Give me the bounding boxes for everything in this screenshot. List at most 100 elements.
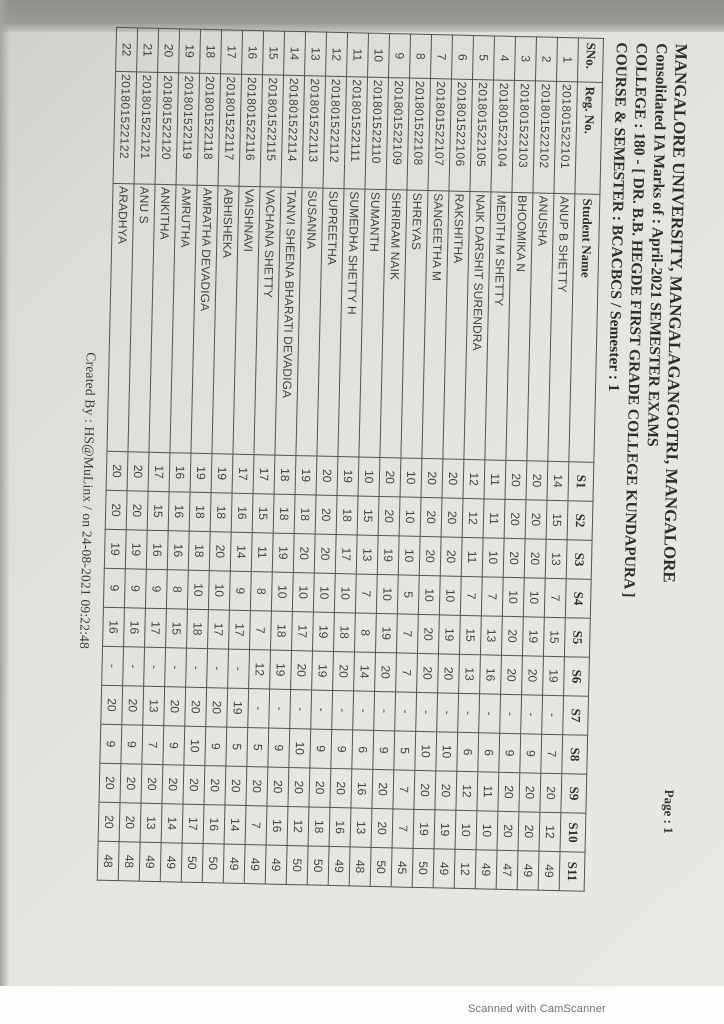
marks-cell-s11: 49 <box>517 850 540 891</box>
marks-cell-s7: 20 <box>185 687 207 727</box>
marks-cell-s2: 15 <box>357 496 380 536</box>
marks-cell-s10: 16 <box>203 804 226 845</box>
serial-number-cell: 19 <box>178 28 201 74</box>
marks-cell-s10: 10 <box>455 810 478 850</box>
marks-cell-s9: 20 <box>372 769 395 809</box>
marks-cell-s7: - <box>373 691 396 731</box>
marks-cell-s6: - <box>206 648 229 689</box>
marks-cell-s1: 17 <box>232 454 255 494</box>
marks-cell-s7: - <box>289 689 312 729</box>
marks-cell-s2: 12 <box>462 498 485 538</box>
marks-cell-s7: - <box>541 695 564 735</box>
register-number-cell: 201801522117 <box>218 73 242 187</box>
marks-cell-s8: 7 <box>541 734 563 774</box>
register-number-cell: 201801522102 <box>533 80 557 194</box>
marks-cell-s4: 9 <box>229 571 252 611</box>
marks-cell-s5: 16 <box>123 607 146 648</box>
marks-cell-s5: 18 <box>333 612 356 652</box>
marks-cell-s9: 20 <box>204 765 227 806</box>
marks-cell-s6: 13 <box>458 654 481 694</box>
register-number-cell: 201801522110 <box>365 77 389 190</box>
marks-cell-s10: 14 <box>161 803 184 844</box>
marks-cell-s6: 20 <box>437 653 460 694</box>
marks-cell-s3: 18 <box>188 531 211 571</box>
marks-cell-s7: 19 <box>227 688 249 728</box>
marks-cell-s8: 9 <box>205 726 228 767</box>
marks-cell-s1: 20 <box>379 457 402 497</box>
register-number-cell: 201801522108 <box>407 78 431 191</box>
marks-cell-s5: 17 <box>144 608 167 648</box>
marks-cell-s8: 9 <box>121 724 144 765</box>
marks-cell-s6: 20 <box>521 655 544 696</box>
marks-cell-s5: 17 <box>228 610 251 650</box>
marks-cell-s3: 20 <box>314 534 337 574</box>
serial-number-cell: 5 <box>472 35 495 80</box>
marks-cell-s7: - <box>499 694 522 734</box>
marks-cell-s2: 16 <box>231 493 254 533</box>
marks-cell-s1: 18 <box>274 455 297 495</box>
marks-cell-s11: 12 <box>454 849 477 889</box>
marks-cell-s7: 13 <box>143 686 165 726</box>
marks-cell-s3: 17 <box>335 534 358 574</box>
marks-cell-s8: 10 <box>436 731 458 772</box>
marks-cell-s2: 20 <box>126 490 149 531</box>
marks-cell-s7: - <box>415 692 438 732</box>
marks-cell-s9: 20 <box>141 764 164 804</box>
marks-cell-s9: 20 <box>183 765 206 805</box>
marks-cell-s2: 15 <box>147 491 170 531</box>
marks-cell-s2: 20 <box>504 499 527 539</box>
marks-cell-s8: 9 <box>100 724 123 764</box>
column-header-s5: S5 <box>564 617 591 658</box>
marks-cell-s10: 13 <box>350 807 373 848</box>
marks-cell-s11: 48 <box>118 841 141 882</box>
marks-cell-s10: 20 <box>371 808 394 848</box>
marks-cell-s4: 10 <box>502 577 525 617</box>
marks-cell-s11: 49 <box>223 844 246 884</box>
marks-cell-s10: 17 <box>182 804 205 844</box>
marks-cell-s3: 20 <box>419 536 442 576</box>
marks-cell-s11: 49 <box>328 846 351 886</box>
marks-cell-s1: 19 <box>211 453 234 494</box>
marks-cell-s5: 17 <box>291 611 314 652</box>
marks-cell-s9: 20 <box>435 770 458 811</box>
marks-cell-s8: 9 <box>268 728 290 768</box>
marks-cell-s8: 6 <box>457 732 479 772</box>
marks-cell-s11: 50 <box>412 848 435 888</box>
marks-cell-s4: 8 <box>166 569 189 610</box>
marks-cell-s7: 20 <box>164 686 186 727</box>
marks-cell-s11: 49 <box>433 848 456 889</box>
serial-number-cell: 11 <box>346 32 369 78</box>
marks-cell-s2: 18 <box>294 494 317 535</box>
marks-cell-s5: 19 <box>312 612 335 652</box>
marks-cell-s1: 10 <box>358 457 381 497</box>
marks-cell-s4: 10 <box>334 573 357 613</box>
marks-cell-s10: 18 <box>308 806 331 847</box>
marks-cell-s6: - <box>227 649 250 689</box>
marks-cell-s3: 20 <box>503 538 526 578</box>
marks-cell-s9: 20 <box>519 772 542 813</box>
serial-number-cell: 3 <box>514 36 537 81</box>
column-header-s6: S6 <box>563 656 590 697</box>
marks-cell-s1: 16 <box>169 452 192 493</box>
marks-cell-s6: 12 <box>248 649 271 690</box>
marks-cell-s1: 19 <box>337 456 360 497</box>
column-header-s7: S7 <box>562 695 589 736</box>
rotated-document: Page : 1 MANGALORE UNIVERSITY, MANGALAGA… <box>38 24 694 906</box>
marks-cell-s2: 16 <box>168 491 191 532</box>
marks-cell-s5: 8 <box>354 612 377 653</box>
marks-cell-s5: 20 <box>417 614 440 654</box>
marks-cell-s9: 20 <box>225 766 248 806</box>
register-number-cell: 201801522107 <box>428 78 452 191</box>
marks-cell-s4: 7 <box>460 576 483 616</box>
marks-cell-s9: 20 <box>162 764 185 805</box>
marks-cell-s7: - <box>478 693 501 734</box>
register-number-cell: 201801522109 <box>386 77 410 191</box>
scan-edge-top <box>0 0 724 32</box>
marks-cell-s2: 20 <box>105 490 128 530</box>
marks-cell-s2: 15 <box>252 493 275 534</box>
serial-number-cell: 16 <box>241 30 264 75</box>
marks-cell-s6: - <box>122 646 145 687</box>
marks-cell-s1: 11 <box>484 459 507 500</box>
serial-number-cell: 13 <box>304 31 327 77</box>
column-header-reg-no-: Reg. No. <box>575 81 603 195</box>
